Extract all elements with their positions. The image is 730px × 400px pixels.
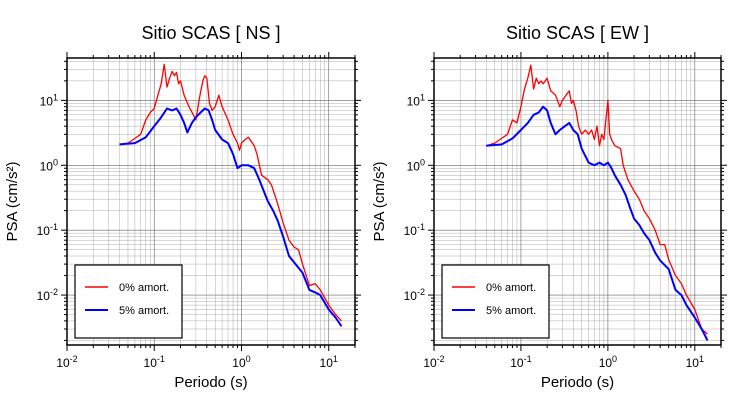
legend: 0% amort. 5% amort.	[441, 264, 550, 339]
chart-panel-1: 10-2 10-1 100 101 10-2 10-1 100 101 Sitio SCAS […	[4, 23, 361, 391]
y-tick-label: 10-2	[404, 287, 425, 303]
x-axis-label: Periodo (s)	[174, 374, 247, 391]
y-tick-label: 10-1	[404, 222, 425, 238]
series-line-damped	[486, 105, 709, 341]
y-tick-label: 10-2	[37, 287, 58, 303]
legend: 0% amort. 5% amort.	[74, 264, 183, 339]
x-tick-label: 10-1	[510, 354, 531, 370]
y-tick-label: 10-1	[37, 222, 58, 238]
plot-frame	[433, 57, 722, 346]
chart-panel-2: 10-2 10-1 100 101 10-2 10-1 100 101 Sitio SCAS […	[371, 23, 727, 391]
x-tick-label: 101	[320, 354, 338, 370]
legend-entry: 5% amort.	[486, 305, 536, 317]
legend-entry: 0% amort.	[486, 282, 536, 294]
y-axis-label: PSA (cm/s²)	[4, 161, 21, 241]
y-tick-label: 101	[40, 92, 58, 108]
chart-title: Sitio SCAS [ NS ]	[141, 23, 280, 43]
y-tick-label: 100	[407, 157, 425, 173]
x-tick-label: 10-2	[56, 354, 77, 370]
series-line-undamped	[119, 63, 342, 322]
legend-entry: 0% amort.	[119, 282, 169, 294]
legend-entry: 5% amort.	[119, 305, 169, 317]
legend-box	[441, 264, 550, 339]
x-tick-label: 101	[686, 354, 704, 370]
tick-marks	[428, 52, 727, 351]
x-tick-label: 10-1	[144, 354, 165, 370]
series-line-undamped	[486, 64, 708, 335]
series-line-damped	[119, 107, 343, 327]
x-tick-label: 10-2	[423, 354, 444, 370]
plot-frame	[66, 57, 356, 346]
chart-title: Sitio SCAS [ EW ]	[506, 23, 649, 43]
y-tick-label: 100	[40, 157, 58, 173]
x-axis-label: Periodo (s)	[541, 374, 614, 391]
legend-box	[74, 264, 183, 339]
y-axis-label: PSA (cm/s²)	[371, 161, 388, 241]
y-tick-label: 101	[407, 92, 425, 108]
tick-marks	[61, 52, 361, 351]
x-tick-label: 100	[232, 354, 250, 370]
x-tick-label: 100	[599, 354, 617, 370]
